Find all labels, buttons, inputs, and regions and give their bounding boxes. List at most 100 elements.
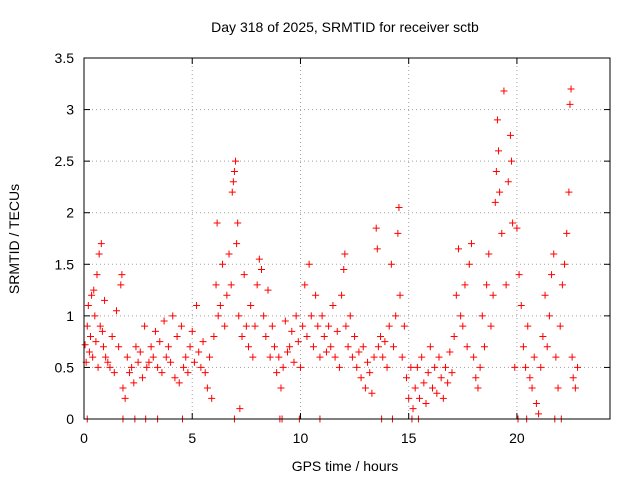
data-point [489, 291, 497, 299]
data-point [264, 286, 272, 294]
data-point [439, 394, 447, 402]
data-point [190, 358, 198, 366]
data-point [229, 178, 237, 186]
data-point [420, 379, 428, 387]
data-point [260, 312, 268, 320]
data-point [329, 302, 337, 310]
data-point [92, 338, 100, 346]
data-point [279, 363, 287, 371]
data-point [303, 332, 311, 340]
data-point [506, 131, 514, 139]
data-point [370, 353, 378, 361]
data-point [219, 260, 227, 268]
data-point [95, 250, 103, 258]
data-point [97, 240, 105, 248]
data-point [151, 327, 159, 335]
data-point [409, 405, 417, 413]
data-point [340, 265, 348, 273]
data-point [186, 343, 194, 351]
data-point [373, 245, 381, 253]
data-point [101, 296, 109, 304]
data-point [395, 204, 403, 212]
data-point [85, 348, 93, 356]
data-point [320, 332, 328, 340]
data-point [247, 302, 255, 310]
data-point [422, 400, 430, 408]
data-point [175, 379, 183, 387]
data-point [492, 167, 500, 175]
data-point [491, 198, 499, 206]
data-point [351, 332, 359, 340]
data-point [435, 353, 443, 361]
data-point [327, 343, 335, 351]
data-point [566, 100, 574, 108]
y-tick-label: 2 [66, 205, 74, 221]
y-tick-label: 3 [66, 102, 74, 118]
y-axis-label: SRMTID / TECUs [6, 184, 22, 294]
data-point [552, 353, 560, 361]
data-point [571, 384, 579, 392]
data-point [457, 312, 465, 320]
data-point [253, 281, 261, 289]
data-point [294, 338, 302, 346]
data-point [532, 400, 540, 408]
data-point [232, 157, 240, 165]
data-point [325, 322, 333, 330]
data-point [493, 116, 501, 124]
data-point [541, 291, 549, 299]
y-tick-label: 0.5 [55, 359, 75, 375]
data-point [245, 343, 253, 351]
data-point [112, 307, 120, 315]
data-point [504, 178, 512, 186]
data-point [104, 358, 112, 366]
data-point [400, 322, 408, 330]
data-point [167, 358, 175, 366]
data-point [236, 405, 244, 413]
data-point [574, 363, 582, 371]
data-point [147, 343, 155, 351]
data-point [90, 286, 98, 294]
y-tick-label: 1 [66, 308, 74, 324]
data-point [233, 240, 241, 248]
data-point [292, 312, 300, 320]
data-point [383, 363, 391, 371]
data-point [431, 363, 439, 371]
data-point [361, 384, 369, 392]
data-point [515, 271, 523, 279]
data-point [398, 353, 406, 361]
data-point [478, 312, 486, 320]
data-point [154, 363, 162, 371]
data-point [316, 353, 324, 361]
data-point [366, 369, 374, 377]
data-point [396, 291, 404, 299]
data-point [225, 250, 233, 258]
data-point [98, 327, 106, 335]
data-point [119, 384, 127, 392]
data-point [143, 363, 151, 371]
data-point [210, 332, 218, 340]
data-point [517, 302, 525, 310]
data-point [141, 322, 149, 330]
data-point [199, 338, 207, 346]
data-point [318, 312, 326, 320]
data-point [472, 374, 480, 382]
data-point [353, 363, 361, 371]
data-point [485, 250, 493, 258]
data-point [132, 343, 140, 351]
data-point [286, 343, 294, 351]
data-point [535, 410, 543, 418]
data-point [160, 317, 168, 325]
data-point [563, 229, 571, 237]
data-point [84, 302, 92, 310]
data-point [193, 302, 201, 310]
data-point [522, 363, 530, 371]
data-point [377, 332, 385, 340]
data-point [257, 265, 265, 273]
data-point [94, 363, 102, 371]
data-point [444, 379, 452, 387]
data-point [441, 363, 449, 371]
data-point [96, 322, 104, 330]
data-point [405, 394, 413, 402]
x-tick-label: 20 [509, 430, 525, 446]
